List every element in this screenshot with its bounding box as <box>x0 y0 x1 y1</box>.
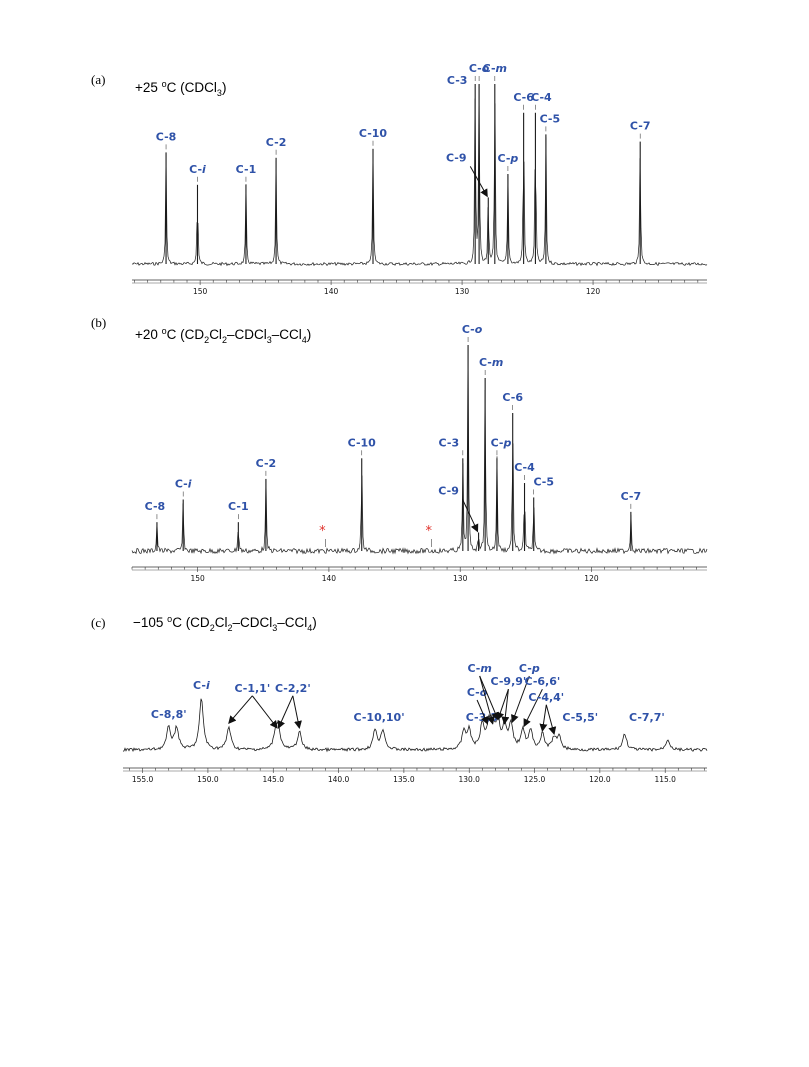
peak-label-cp: C-p <box>519 662 540 675</box>
x-tick-label: 140 <box>324 287 339 296</box>
peak-label-c-i: C-i <box>189 163 206 176</box>
x-tick-label: 120.0 <box>589 775 611 784</box>
x-tick-label: 125.0 <box>524 775 546 784</box>
peak-label-c-1: C-1 <box>236 163 257 176</box>
panel-c-letter: (c) <box>91 615 105 630</box>
x-tick-label: 115.0 <box>654 775 676 784</box>
peak-label-c-9: C-9 <box>438 484 459 497</box>
peak-label-c77: C-7,7' <box>629 711 665 724</box>
x-tick-label: 140 <box>322 574 337 583</box>
peak-label-c-5: C-5 <box>533 475 554 488</box>
peak-label-c-7: C-7 <box>630 120 651 133</box>
label-arrow <box>501 689 510 725</box>
panel-b-letter: (b) <box>91 315 106 330</box>
peak-label-c-6: C-6 <box>502 391 523 404</box>
label-arrow <box>479 675 495 725</box>
spectrum-trace <box>131 84 708 267</box>
panel-c-condition: −105 oC (CD2Cl2–CDCl3–CCl4) <box>133 614 317 633</box>
panel-b-condition: +20 oC (CD2Cl2–CDCl3–CCl4) <box>135 326 311 345</box>
peak-label-c44: C-4,4' <box>528 691 564 704</box>
peak-label-c-6: C-6 <box>513 91 534 104</box>
panel-a-condition: +25 oC (CDCl3) <box>135 79 226 98</box>
peak-label-c-4: C-4 <box>531 91 552 104</box>
panel-c: (c) −105 oC (CD2Cl2–CDCl3–CCl4) 155.0 150… <box>91 614 708 784</box>
peak-label-c-2: C-2 <box>266 136 287 149</box>
x-tick-label: 140.0 <box>328 775 350 784</box>
peak-label-c-o: C-o <box>462 323 483 336</box>
x-tick-label: 135.0 <box>393 775 415 784</box>
peak-label-c-p: C-p <box>498 152 519 165</box>
label-arrow <box>539 704 548 732</box>
peak-label-c11: C-1,1' <box>234 682 270 695</box>
peak-label-c-1: C-1 <box>228 500 249 513</box>
x-tick-label: 150.0 <box>197 775 219 784</box>
peak-label-c88: C-8,8' <box>151 708 187 721</box>
peak-label-c33: C-3,3' <box>466 711 502 724</box>
label-arrow <box>277 695 294 729</box>
arrow-c-9 <box>469 166 488 198</box>
label-arrow <box>511 675 530 723</box>
peak-label-c-p: C-p <box>491 436 512 449</box>
peak-label-c-7: C-7 <box>621 490 642 503</box>
label-arrow <box>251 695 278 729</box>
spectrum-trace <box>122 698 708 753</box>
peak-label-c99: C-9,9' <box>491 675 527 688</box>
peak-label-c-10: C-10 <box>348 436 377 449</box>
peak-label-c-m: C-m <box>483 62 507 75</box>
panel-b: (b) +20 oC (CD2Cl2–CDCl3–CCl4) 150 140 130… <box>91 315 708 583</box>
panel-a: (a) +25 oC (CDCl3) 150 140 130 120 C-8 C-i C-1… <box>91 62 708 296</box>
spectrum-b: 150 140 130 120 C-8 C-i C-1 C-2 C-10 C-3 C-o C-9 C-m… <box>131 323 708 583</box>
x-tick-label: 130 <box>455 287 470 296</box>
label-arrow <box>545 704 557 735</box>
impurity-star: * <box>319 524 326 539</box>
x-tick-label: 130 <box>453 574 468 583</box>
spectrum-a: 150 140 130 120 C-8 C-i C-1 C-2 C-10 C-3C-o C-9 C-m… <box>131 62 708 296</box>
peak-label-c-4: C-4 <box>514 461 535 474</box>
x-tick-label: 150 <box>190 574 205 583</box>
panel-a-letter: (a) <box>91 72 105 87</box>
peak-label-c1010: C-10,10' <box>354 711 405 724</box>
peak-label-c-10: C-10 <box>359 127 388 140</box>
peak-label-cm: C-m <box>467 662 491 675</box>
x-tick-label: 120 <box>584 574 599 583</box>
spectrum-trace <box>131 346 708 555</box>
spectrum-c: 155.0 150.0 145.0 140.0 135.0 130.0 125.0 120.0… <box>122 662 708 784</box>
label-arrow <box>476 699 489 725</box>
peak-label-c-8: C-8 <box>145 500 166 513</box>
x-tick-label: 145.0 <box>263 775 285 784</box>
peak-label-c-8: C-8 <box>156 130 177 143</box>
peak-label-c-m: C-m <box>479 356 503 369</box>
peak-label-c-9: C-9 <box>446 151 467 164</box>
peak-label-c55: C-5,5' <box>562 711 598 724</box>
label-arrow <box>496 689 509 721</box>
x-tick-label: 150 <box>193 287 208 296</box>
peak-label-c-3: C-3 <box>447 74 468 87</box>
x-tick-label: 120 <box>586 287 601 296</box>
peak-label-c-5: C-5 <box>540 112 561 125</box>
peak-label-ci: C-i <box>193 679 210 692</box>
label-arrow <box>479 675 499 721</box>
x-tick-label: 130.0 <box>458 775 480 784</box>
x-tick-label: 155.0 <box>132 775 154 784</box>
peak-label-c-o: C-o <box>469 62 490 75</box>
peak-label-c-i: C-i <box>175 478 192 491</box>
peak-label-c22: C-2,2' <box>275 682 311 695</box>
label-arrow <box>523 688 543 728</box>
peak-label-c66: C-6,6' <box>525 675 561 688</box>
label-arrow <box>228 695 253 724</box>
peak-label-c-2: C-2 <box>256 457 277 470</box>
peak-label-c-3: C-3 <box>439 436 460 449</box>
label-arrow <box>292 695 302 729</box>
impurity-star: * <box>425 524 432 539</box>
arrow-c-9 <box>462 499 479 533</box>
